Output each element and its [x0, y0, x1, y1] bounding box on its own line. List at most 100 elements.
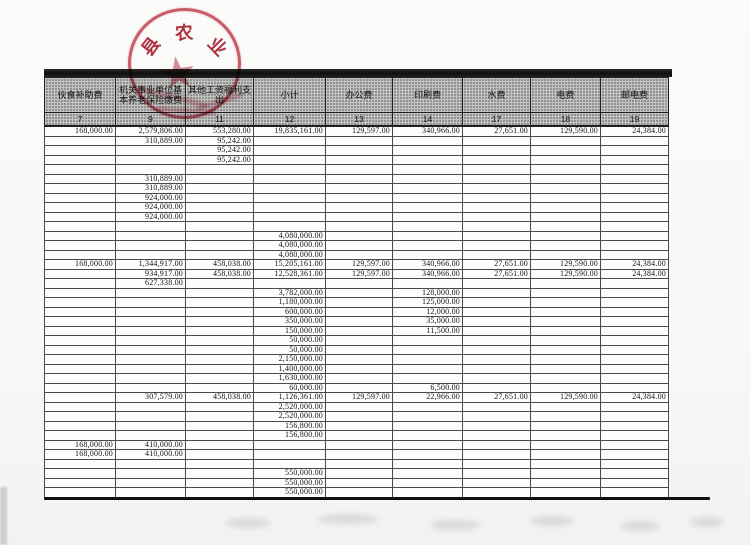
- data-cell: [392, 192, 463, 203]
- data-cell: [325, 487, 393, 498]
- data-cell: [44, 297, 116, 308]
- data-cell: [392, 477, 463, 488]
- data-cell: [462, 335, 531, 346]
- data-cell: [462, 458, 531, 469]
- column-number-cell: 18: [530, 112, 601, 127]
- header-cell-col12: 小计: [253, 77, 326, 113]
- data-cell: [325, 335, 393, 346]
- data-cell: [600, 382, 669, 393]
- scan-smudge: [225, 518, 271, 528]
- seal-character: 县: [137, 33, 165, 60]
- data-cell: 1,400,000.00: [253, 363, 326, 374]
- data-cell: [325, 164, 393, 175]
- data-cell: [462, 382, 531, 393]
- column-number-cell: 9: [115, 112, 186, 127]
- table-row: 4,080,000.00: [44, 240, 669, 251]
- table-row: 4,080,000.00: [44, 230, 669, 241]
- data-cell: [115, 458, 186, 469]
- data-cell: 168,000.00: [44, 125, 116, 137]
- data-cell: [185, 230, 254, 241]
- data-cell: [462, 306, 531, 317]
- data-cell: [392, 411, 463, 422]
- data-cell: [115, 154, 186, 165]
- data-cell: [44, 192, 116, 203]
- data-cell: 600,000.00: [253, 306, 326, 317]
- data-cell: [185, 240, 254, 251]
- data-cell: [530, 306, 601, 317]
- data-cell: 458,038.00: [185, 392, 254, 403]
- table-row: 156,800.00: [44, 420, 669, 431]
- data-cell: [44, 458, 116, 469]
- data-cell: [600, 211, 669, 222]
- data-cell: [185, 192, 254, 203]
- data-cell: [185, 382, 254, 393]
- data-cell: [392, 221, 463, 232]
- data-cell: [600, 135, 669, 146]
- data-cell: [530, 468, 601, 479]
- data-cell: [600, 278, 669, 289]
- data-cell: [44, 420, 116, 431]
- data-cell: 27,651.00: [462, 268, 531, 279]
- data-cell: [530, 344, 601, 355]
- data-cell: [530, 221, 601, 232]
- data-cell: 27,651.00: [462, 392, 531, 403]
- data-cell: [185, 249, 254, 260]
- data-cell: [325, 316, 393, 327]
- data-cell: [530, 477, 601, 488]
- data-cell: [530, 135, 601, 146]
- data-cell: [530, 325, 601, 336]
- data-cell: [392, 164, 463, 175]
- data-cell: 4,080,000.00: [253, 230, 326, 241]
- data-cell: [462, 145, 531, 156]
- data-cell: [462, 430, 531, 441]
- data-cell: [325, 230, 393, 241]
- table-row: [44, 221, 669, 232]
- data-cell: [600, 363, 669, 374]
- data-cell: [185, 287, 254, 298]
- data-cell: [253, 221, 326, 232]
- data-cell: [530, 354, 601, 365]
- data-cell: [600, 287, 669, 298]
- data-cell: 550,000.00: [253, 468, 326, 479]
- data-cell: [325, 354, 393, 365]
- data-cell: [253, 458, 326, 469]
- data-cell: 350,000.00: [253, 316, 326, 327]
- data-cell: [44, 306, 116, 317]
- data-cell: [600, 249, 669, 260]
- data-cell: 340,966.00: [392, 259, 463, 270]
- data-cell: [462, 154, 531, 165]
- data-cell: [325, 363, 393, 374]
- table-row: 50,000.00: [44, 335, 669, 346]
- data-cell: [44, 183, 116, 194]
- data-cell: [600, 411, 669, 422]
- data-cell: [462, 297, 531, 308]
- data-cell: 129,597.00: [325, 259, 393, 270]
- data-cell: [530, 373, 601, 384]
- data-cell: [392, 145, 463, 156]
- table-row: 150,000.00 11,500.00: [44, 325, 669, 336]
- data-cell: [392, 183, 463, 194]
- data-cell: [392, 430, 463, 441]
- column-number-cell: 12: [253, 112, 326, 127]
- column-number-cell: 7: [44, 112, 116, 127]
- data-cell: [185, 420, 254, 431]
- data-cell: [44, 477, 116, 488]
- data-cell: [392, 468, 463, 479]
- data-cell: 168,000.00: [44, 259, 116, 270]
- column-number-cell: 17: [462, 112, 531, 127]
- data-cell: [44, 202, 116, 213]
- data-cell: [325, 221, 393, 232]
- data-cell: [253, 449, 326, 460]
- data-cell: [600, 373, 669, 384]
- data-cell: 129,597.00: [325, 268, 393, 279]
- data-cell: [185, 173, 254, 184]
- header-cell-col18: 电费: [530, 77, 601, 113]
- table-row: 600,000.00 12,000.00: [44, 306, 669, 317]
- data-cell: [115, 344, 186, 355]
- data-cell: [253, 154, 326, 165]
- table-row: [44, 458, 669, 469]
- data-cell: [185, 401, 254, 412]
- data-cell: [115, 363, 186, 374]
- data-cell: [462, 164, 531, 175]
